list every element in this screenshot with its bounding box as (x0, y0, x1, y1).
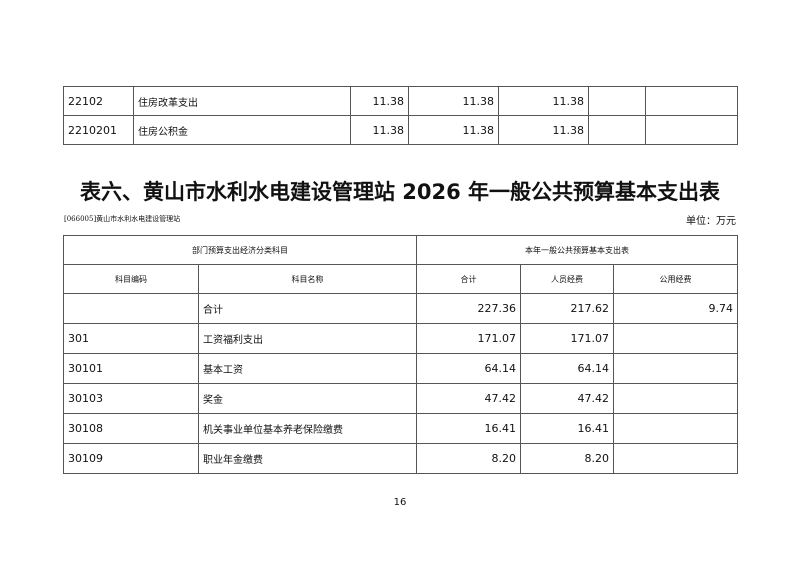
table-row: 22102 住房改革支出 11.38 11.38 11.38 (63, 86, 738, 116)
table-cell (612, 323, 739, 354)
table-row: 301 工资福利支出 171.07 171.07 (63, 323, 739, 354)
column-header: 科目名称 (198, 264, 417, 294)
table-row: 30109 职业年金缴费 8.20 8.20 (63, 443, 739, 474)
table-cell: 11.38 (350, 86, 409, 116)
table-cell: 奖金 (198, 383, 417, 414)
table-cell: 171.07 (416, 323, 521, 354)
column-header: 公用经费 (612, 264, 739, 294)
table-row: 合计 227.36 217.62 9.74 (63, 293, 739, 324)
table-cell (612, 383, 739, 414)
table-cell: 11.38 (408, 86, 499, 116)
table-cell (645, 115, 738, 145)
organization-label: [066005]黄山市水利水电建设管理站 (64, 215, 181, 223)
previous-table: 22102 住房改革支出 11.38 11.38 11.38 2210201 住房公积金 11… (63, 86, 738, 145)
group-header: 本年一般公共预算基本支出表 (415, 235, 739, 265)
page-number: 16 (393, 497, 407, 508)
group-header: 部门预算支出经济分类科目 (63, 235, 417, 265)
table-cell (588, 86, 646, 116)
table-cell: 301 (63, 323, 199, 354)
table-cell: 9.74 (612, 293, 739, 324)
table-cell: 22102 (63, 86, 134, 116)
table-row: 30101 基本工资 64.14 64.14 (63, 353, 739, 384)
table-cell: 职业年金缴费 (198, 443, 417, 474)
table-cell: 30108 (63, 413, 199, 444)
table-cell: 30101 (63, 353, 199, 384)
table-cell: 11.38 (408, 115, 499, 145)
table-cell: 11.38 (350, 115, 409, 145)
group-header-row: 部门预算支出经济分类科目 本年一般公共预算基本支出表 (63, 235, 739, 265)
table-cell (612, 353, 739, 384)
table-cell: 16.41 (520, 413, 614, 444)
table-cell: 47.42 (416, 383, 521, 414)
table-cell (612, 413, 739, 444)
column-header: 合计 (416, 264, 521, 294)
column-header: 科目编码 (63, 264, 199, 294)
table-cell: 64.14 (416, 353, 521, 384)
table-cell: 47.42 (520, 383, 614, 414)
basic-expenditure-table: 部门预算支出经济分类科目 本年一般公共预算基本支出表 科目编码 科目名称 合计 … (63, 235, 739, 474)
table-cell: 合计 (198, 293, 417, 324)
table-cell: 2210201 (63, 115, 134, 145)
table-row: 30103 奖金 47.42 47.42 (63, 383, 739, 414)
table-cell: 227.36 (416, 293, 521, 324)
table-cell: 16.41 (416, 413, 521, 444)
table-cell: 8.20 (416, 443, 521, 474)
table-cell: 171.07 (520, 323, 614, 354)
table-cell: 64.14 (520, 353, 614, 384)
table-cell: 30103 (63, 383, 199, 414)
table-cell: 11.38 (498, 115, 589, 145)
table-cell (63, 293, 199, 324)
table-cell: 8.20 (520, 443, 614, 474)
table-cell: 住房改革支出 (133, 86, 351, 116)
table-row: 2210201 住房公积金 11.38 11.38 11.38 (63, 115, 738, 145)
table-cell (645, 86, 738, 116)
unit-label: 单位：万元 (686, 216, 736, 227)
table-row: 30108 机关事业单位基本养老保险缴费 16.41 16.41 (63, 413, 739, 444)
table-cell: 机关事业单位基本养老保险缴费 (198, 413, 417, 444)
table-cell: 住房公积金 (133, 115, 351, 145)
table-cell (588, 115, 646, 145)
column-header-row: 科目编码 科目名称 合计 人员经费 公用经费 (63, 264, 739, 294)
table-cell: 基本工资 (198, 353, 417, 384)
page-title: 表六、黄山市水利水电建设管理站 2026 年一般公共预算基本支出表 (79, 180, 721, 204)
table-cell: 11.38 (498, 86, 589, 116)
table-cell: 工资福利支出 (198, 323, 417, 354)
table-cell: 30109 (63, 443, 199, 474)
table-cell (612, 443, 739, 474)
column-header: 人员经费 (520, 264, 614, 294)
table-cell: 217.62 (520, 293, 614, 324)
